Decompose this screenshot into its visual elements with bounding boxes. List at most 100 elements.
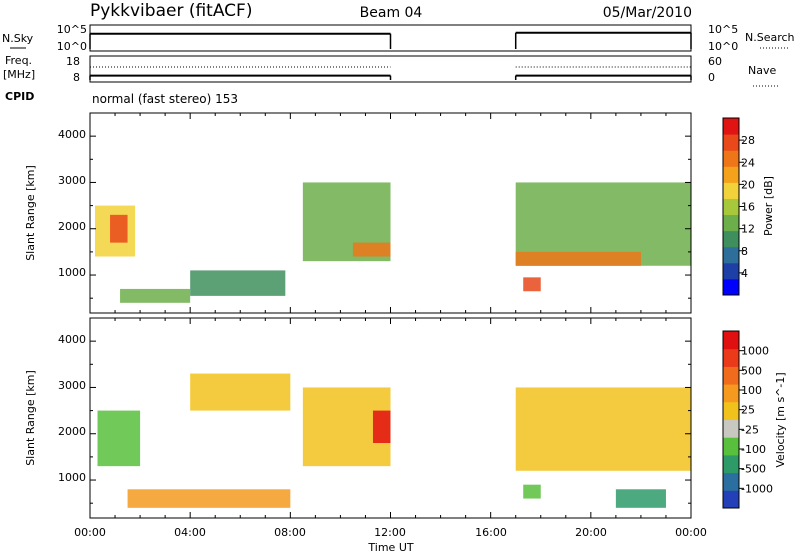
power-colorbar-cell: [723, 262, 739, 280]
power-region: [120, 288, 191, 303]
velocity-colorbar-cells: [723, 331, 739, 509]
velocity-colorbar-cell: [723, 384, 739, 403]
velocity-colorbar-tick-label: 100: [741, 384, 762, 397]
power-tick-marks: [89, 112, 692, 313]
velocity-colorbar-tick-label: -500: [741, 463, 766, 476]
noise-panel: N.Sky 10^5 10^0 10^5 10^0 N.Search: [2, 23, 795, 53]
freq-right-tick-top: 60: [708, 55, 722, 68]
velocity-colorbar: 1000 500 100 25 -25 -100 -500 -1000 Velocity [m…: [722, 330, 787, 509]
velocity-colorbar-cell: [723, 348, 739, 367]
noise-left-label: N.Sky: [2, 32, 34, 45]
cpid-value: normal (fast stereo) 153: [92, 92, 238, 106]
beam-label: Beam 04: [360, 5, 423, 21]
velocity-colorbar-ticks: 1000 500 100 25 -25 -100 -500 -1000: [739, 345, 773, 495]
power-colorbar-ticks: 4 8 12 16 20 24 28: [739, 134, 755, 280]
power-colorbar-tick-label: 4: [741, 267, 748, 280]
xtick-2000: 20:00: [575, 526, 607, 539]
velocity-region: [190, 373, 291, 411]
power-colorbar-cell: [723, 118, 739, 135]
velocity-colorbar-frame: [722, 330, 740, 509]
velocity-colorbar-cell: [723, 454, 739, 474]
freq-panel: Freq. [MHz] 18 8 60 0 Nave: [3, 54, 778, 87]
velocity-data-layer: [97, 373, 691, 508]
power-colorbar-tick-label: 16: [741, 201, 755, 214]
velocity-colorbar-cell: [723, 401, 739, 420]
velocity-ytick-2000: 2000: [58, 425, 86, 438]
velocity-ytick-4000: 4000: [58, 333, 86, 346]
nave-label: Nave: [748, 64, 776, 77]
velocity-region: [97, 410, 141, 467]
velocity-ytick-1000: 1000: [58, 471, 86, 484]
power-region: [352, 242, 391, 257]
freq-panel-frame: [89, 55, 692, 83]
freq-right-tick-bottom: 0: [708, 71, 715, 84]
power-colorbar-label: Power [dB]: [762, 176, 775, 236]
noise-left-tick-bottom: 10^0: [57, 40, 87, 53]
power-colorbar-cell: [723, 198, 739, 216]
power-colorbar-cell: [723, 230, 739, 248]
velocity-region: [372, 410, 391, 443]
velocity-colorbar-tick-label: -25: [741, 423, 759, 436]
power-colorbar-tick-label: 24: [741, 156, 755, 169]
power-region: [190, 270, 286, 296]
power-colorbar-tick-label: 12: [741, 223, 755, 236]
xtick-1200: 12:00: [374, 526, 406, 539]
power-ytick-3000: 3000: [58, 174, 86, 187]
velocity-colorbar-tick-label: -100: [741, 443, 766, 456]
power-colorbar-cell: [723, 278, 739, 296]
cpid-label: CPID: [5, 90, 34, 103]
power-ytick-4000: 4000: [58, 128, 86, 141]
power-region: [110, 214, 128, 243]
velocity-colorbar-cell: [723, 419, 739, 438]
velocity-colorbar-cell: [723, 331, 739, 350]
power-ylabel: Slant Range [km]: [24, 165, 37, 261]
velocity-region: [615, 489, 666, 508]
velocity-panel: Slant Range [km] 1000 2000 3000 4000: [24, 317, 692, 519]
power-colorbar-cell: [723, 214, 739, 232]
velocity-colorbar-tick-label: 500: [741, 364, 762, 377]
date-label: 05/Mar/2010: [603, 5, 692, 21]
radar-title: Pykkvibaer (fitACF): [90, 1, 252, 21]
velocity-region: [127, 489, 291, 508]
x-axis-label: Time UT: [367, 541, 413, 554]
noise-right-tick-top: 10^5: [708, 23, 738, 36]
velocity-ytick-3000: 3000: [58, 379, 86, 392]
power-colorbar-cell: [723, 182, 739, 199]
xtick-0400: 04:00: [174, 526, 206, 539]
noise-right-label: N.Search: [745, 31, 795, 44]
velocity-colorbar-cell: [723, 490, 739, 509]
power-colorbar-cell: [723, 166, 739, 183]
velocity-colorbar-tick-label: 25: [741, 404, 755, 417]
power-colorbar-tick-label: 20: [741, 178, 755, 191]
velocity-region: [515, 387, 691, 471]
power-ytick-1000: 1000: [58, 266, 86, 279]
power-colorbar-tick-label: 28: [741, 134, 755, 147]
freq-left-tick-bottom: 8: [73, 71, 80, 84]
xtick-2400: 00:00: [675, 526, 707, 539]
x-axis: 00:00 04:00 08:00 12:00 16:00 20:00 00:0…: [74, 526, 707, 554]
velocity-region: [523, 484, 541, 499]
power-region: [515, 251, 641, 266]
power-colorbar: 4 8 12 16 20 24 28 Power [dB]: [722, 117, 775, 296]
velocity-colorbar-tick-label: -1000: [741, 482, 773, 495]
velocity-colorbar-cell: [723, 366, 739, 385]
freq-traces: [89, 66, 692, 80]
power-colorbar-cell: [723, 246, 739, 264]
power-colorbar-cells: [723, 118, 739, 296]
xtick-1600: 16:00: [475, 526, 507, 539]
noise-traces: [89, 31, 692, 49]
noise-left-tick-top: 10^5: [57, 23, 87, 36]
noise-right-tick-bottom: 10^0: [708, 40, 738, 53]
power-data-layer: [95, 182, 691, 303]
freq-left-label-2: [MHz]: [3, 68, 35, 81]
velocity-colorbar-tick-label: 1000: [741, 345, 769, 358]
power-panel: Slant Range [km] 1000 2000 3000 4000: [24, 112, 692, 314]
power-colorbar-tick-label: 8: [741, 245, 748, 258]
velocity-colorbar-label: Velocity [m s^-1]: [774, 372, 787, 467]
freq-left-tick-top: 18: [66, 55, 80, 68]
power-colorbar-cell: [723, 134, 739, 151]
xtick-0800: 08:00: [274, 526, 306, 539]
velocity-colorbar-cell: [723, 472, 739, 491]
freq-left-label-1: Freq.: [5, 54, 32, 67]
